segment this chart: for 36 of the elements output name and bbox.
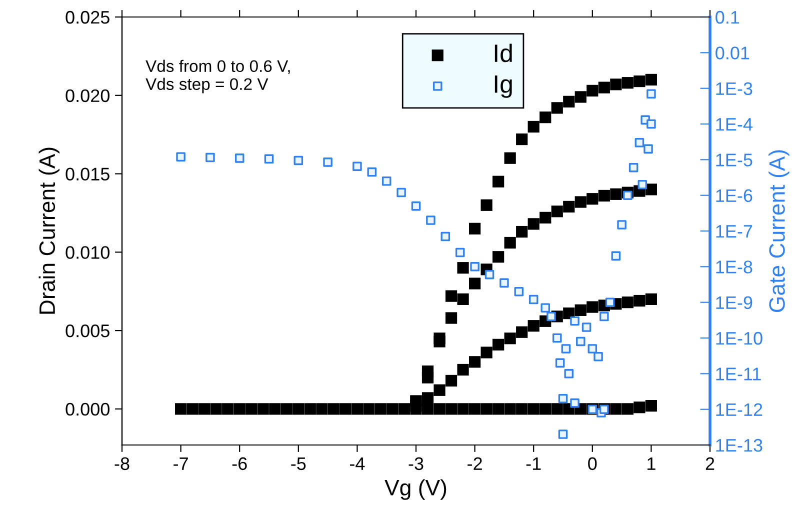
y-tick-label: 0.000	[66, 402, 110, 416]
y-tick-label: 0.020	[66, 89, 110, 102]
y2-tick-label: 0.1	[716, 10, 740, 24]
y2-tick-label: 1E-10	[716, 332, 762, 345]
x-tick-label: -1	[526, 457, 541, 470]
y2-tick-label: 1E-8	[716, 260, 752, 274]
y2-tick-label: 1E-4	[716, 118, 752, 131]
x-tick-label: -8	[114, 457, 130, 470]
y-axis-title: Drain Current (A)	[38, 148, 60, 314]
x-tick-label: 2	[706, 457, 714, 470]
y2-axis-title: Gate Current (A)	[768, 150, 790, 312]
y-tick-label: 0.025	[66, 10, 110, 24]
y-tick-label: 0.005	[66, 324, 110, 338]
y2-tick-label: 1E-7	[716, 225, 752, 238]
y-tick-label: 0.010	[66, 246, 110, 259]
y2-tick-label: 1E-9	[716, 296, 752, 310]
x-tick-label: -7	[174, 457, 188, 470]
y2-tick-label: 1E-11	[716, 368, 761, 380]
x-tick-label: -6	[232, 457, 247, 470]
y2-tick-label: 0.01	[716, 46, 750, 60]
legend-label: Ig	[494, 76, 512, 98]
y2-tick-label: 1E-3	[716, 82, 752, 96]
x-tick-label: -5	[291, 457, 306, 470]
annotation: Vds from 0 to 0.6 V, Vds step = 0.2 V	[146, 60, 290, 94]
y2-tick-label: 1E-6	[716, 189, 752, 202]
x-tick-label: -2	[468, 457, 482, 470]
x-tick-label: 1	[648, 457, 656, 470]
x-tick-label: -3	[408, 457, 424, 470]
legend-label: Id	[494, 44, 512, 62]
y-tick-label: 0.015	[66, 168, 110, 180]
y2-tick-label: 1E-12	[716, 403, 762, 416]
y2-tick-label: 1E-13	[716, 438, 762, 452]
x-tick-label: -4	[350, 457, 365, 470]
y2-tick-label: 1E-5	[716, 154, 752, 166]
x-axis-title: Vg (V)	[384, 479, 446, 500]
x-tick-label: 0	[588, 457, 597, 470]
